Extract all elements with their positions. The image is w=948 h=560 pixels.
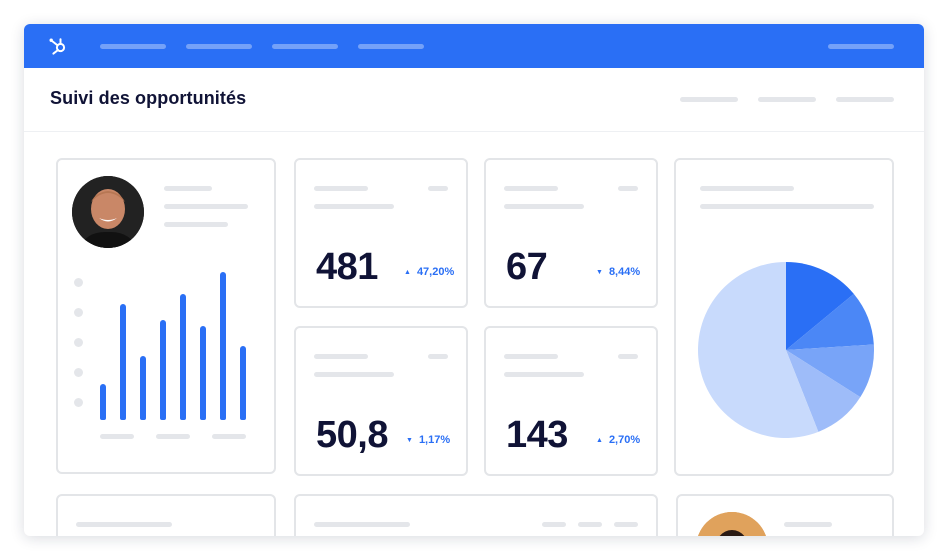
person-photo-icon [72, 176, 144, 248]
trend-down-icon: ▼ [406, 437, 413, 444]
bottom-card-3[interactable] [676, 494, 894, 536]
kpi-card-2[interactable]: 67 ▼ 8,44% [484, 158, 658, 308]
kpi-delta: ▲ 47,20% [404, 266, 454, 278]
kpi-delta-value: 8,44% [608, 266, 641, 278]
trend-up-icon: ▲ [404, 269, 411, 276]
bar-3 [140, 356, 146, 420]
page-header: Suivi des opportunités [24, 68, 924, 132]
trend-down-icon: ▼ [596, 269, 603, 276]
page-title: Suivi des opportunités [50, 88, 247, 108]
kpi-delta: ▲ 2,70% [596, 434, 640, 446]
hubspot-logo-icon[interactable] [48, 36, 68, 56]
x-axis-label [156, 434, 190, 439]
trend-up-icon: ▲ [596, 437, 603, 444]
kpi-delta-value: 47,20% [416, 266, 455, 278]
profile-detail-line-1 [164, 204, 248, 209]
bar-8 [240, 346, 246, 420]
pie-slice-4 [786, 350, 861, 432]
y-axis-tick [74, 368, 83, 377]
pie-slice-2 [786, 293, 874, 350]
kpi-delta: ▼ 1,17% [406, 434, 450, 446]
nav-item-2[interactable] [186, 44, 252, 49]
bar-5 [180, 294, 186, 420]
kpi-meta [428, 354, 448, 359]
avatar [696, 512, 768, 536]
kpi-label [314, 354, 368, 359]
bar-7 [220, 272, 226, 420]
card-action-3 [614, 522, 638, 527]
kpi-meta [428, 186, 448, 191]
pie-slice-5 [698, 262, 819, 438]
kpi-card-1[interactable]: 481 ▲ 47,20% [294, 158, 468, 308]
y-axis-tick [74, 338, 83, 347]
kpi-label [314, 186, 368, 191]
bar-1 [100, 384, 106, 420]
profile-card [56, 158, 276, 474]
profile-name-line [784, 522, 832, 527]
kpi-card-4[interactable]: 143 ▲ 2,70% [484, 326, 658, 476]
x-axis-label [212, 434, 246, 439]
kpi-card-3[interactable]: 50,8 ▼ 1,17% [294, 326, 468, 476]
kpi-sublabel [504, 372, 584, 377]
profile-name-line [164, 186, 212, 191]
top-nav-bar [24, 24, 924, 68]
kpi-sublabel [314, 372, 394, 377]
nav-item-1[interactable] [100, 44, 166, 49]
profile-detail-line-2 [164, 222, 228, 227]
kpi-value: 50,8 [316, 414, 388, 456]
kpi-value: 67 [506, 246, 548, 288]
nav-item-3[interactable] [272, 44, 338, 49]
kpi-label [504, 354, 558, 359]
nav-item-4[interactable] [358, 44, 424, 49]
kpi-delta-value: 1,17% [418, 434, 451, 446]
pie-card-subtitle [700, 204, 874, 209]
header-action-3[interactable] [836, 97, 894, 102]
card-action-1 [542, 522, 566, 527]
y-axis-tick [74, 308, 83, 317]
y-axis-tick [74, 398, 83, 407]
kpi-meta [618, 354, 638, 359]
avatar [72, 176, 144, 248]
kpi-value: 143 [506, 414, 568, 456]
bar-2 [120, 304, 126, 420]
kpi-label [504, 186, 558, 191]
kpi-sublabel [314, 204, 394, 209]
kpi-value: 481 [316, 246, 378, 288]
kpi-meta [618, 186, 638, 191]
pie-card-title [700, 186, 794, 191]
kpi-delta-value: 2,70% [608, 434, 641, 446]
pie-slice-1 [786, 262, 854, 350]
person-photo-icon [696, 512, 768, 536]
x-axis-label [100, 434, 134, 439]
bottom-card-2[interactable] [294, 494, 658, 536]
kpi-sublabel [504, 204, 584, 209]
bottom-card-1[interactable] [56, 494, 276, 536]
kpi-delta: ▼ 8,44% [596, 266, 640, 278]
card-title [76, 522, 172, 527]
card-title [314, 522, 410, 527]
pie-chart [698, 262, 874, 438]
nav-item-account[interactable] [828, 44, 894, 49]
header-action-2[interactable] [758, 97, 816, 102]
app-window: Suivi des opportunités [24, 24, 924, 536]
y-axis-tick [74, 278, 83, 287]
header-action-1[interactable] [680, 97, 738, 102]
bar-4 [160, 320, 166, 420]
card-action-2 [578, 522, 602, 527]
pie-slice-3 [786, 344, 874, 398]
pie-chart-card[interactable] [674, 158, 894, 476]
bar-6 [200, 326, 206, 420]
